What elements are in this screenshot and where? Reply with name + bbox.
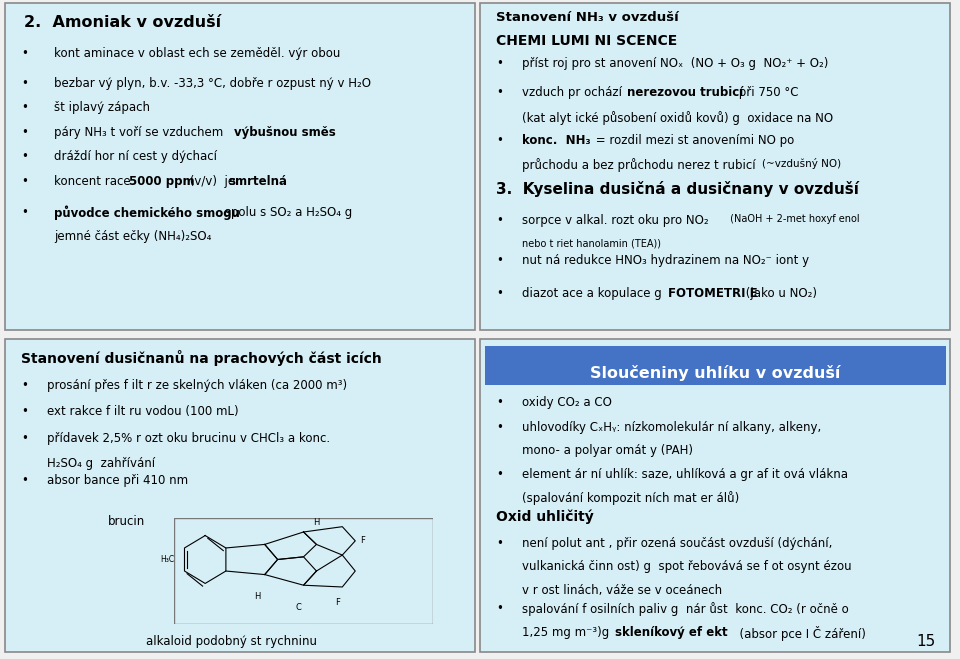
Text: •: •	[21, 101, 28, 114]
Text: H: H	[253, 592, 260, 601]
Text: : spolu s SO₂ a H₂SO₄ g: : spolu s SO₂ a H₂SO₄ g	[217, 206, 352, 219]
Text: výbušnou směs: výbušnou směs	[234, 126, 336, 138]
Text: Stanovení dusičnanů na prachových část icích: Stanovení dusičnanů na prachových část i…	[21, 351, 382, 366]
Text: •: •	[21, 126, 28, 138]
Text: 15: 15	[917, 634, 936, 649]
Text: Oxid uhličitý: Oxid uhličitý	[496, 510, 594, 525]
Text: •: •	[496, 420, 503, 434]
Text: •: •	[496, 395, 503, 409]
Text: 3.  Kyselina dusičná a dusičnany v ovzduší: 3. Kyselina dusičná a dusičnany v ovzduš…	[496, 181, 859, 197]
Text: vulkanická činn ost) g  spot řebovává se f ot osynt ézou: vulkanická činn ost) g spot řebovává se …	[522, 560, 852, 573]
Text: průchodu a bez průchodu nerez t rubicí: průchodu a bez průchodu nerez t rubicí	[522, 158, 759, 172]
Text: absor bance při 410 nm: absor bance při 410 nm	[47, 474, 188, 487]
FancyBboxPatch shape	[5, 3, 475, 330]
FancyBboxPatch shape	[5, 339, 475, 652]
Text: původce chemického smogu: původce chemického smogu	[54, 206, 240, 220]
Text: F: F	[360, 536, 366, 546]
Text: •: •	[496, 536, 503, 550]
Text: •: •	[21, 47, 28, 61]
FancyBboxPatch shape	[480, 3, 950, 330]
Text: = rozdil mezi st anoveními NO po: = rozdil mezi st anoveními NO po	[592, 134, 794, 147]
Text: •: •	[21, 378, 28, 391]
Text: brucin: brucin	[108, 515, 146, 528]
Text: (NaOH + 2-met hoxyf enol: (NaOH + 2-met hoxyf enol	[727, 214, 859, 223]
Text: mono- a polyar omát y (PAH): mono- a polyar omát y (PAH)	[522, 444, 693, 457]
Text: v r ost linách, váže se v oceánech: v r ost linách, váže se v oceánech	[522, 584, 723, 596]
Text: nut ná redukce HNO₃ hydrazinem na NO₂⁻ iont y: nut ná redukce HNO₃ hydrazinem na NO₂⁻ i…	[522, 254, 809, 268]
Text: •: •	[21, 76, 28, 90]
Text: uhlovodíky CₓHᵧ: nízkomolekulár ní alkany, alkeny,: uhlovodíky CₓHᵧ: nízkomolekulár ní alkan…	[522, 420, 822, 434]
Text: 5000 ppm: 5000 ppm	[129, 175, 194, 188]
Text: při 750 °C: při 750 °C	[735, 86, 799, 100]
Text: CHEMI LUMI NI SCENCE: CHEMI LUMI NI SCENCE	[496, 34, 678, 48]
Text: H: H	[313, 518, 320, 527]
Text: (~vzdušný NO): (~vzdušný NO)	[762, 158, 841, 169]
Text: (kat alyt ické působení oxidů kovů) g  oxidace na NO: (kat alyt ické působení oxidů kovů) g ox…	[522, 111, 833, 125]
Text: bezbar vý plyn, b.v. -33,3 °C, dobře r ozpust ný v H₂O: bezbar vý plyn, b.v. -33,3 °C, dobře r o…	[54, 76, 372, 90]
Text: ext rakce f ilt ru vodou (100 mL): ext rakce f ilt ru vodou (100 mL)	[47, 405, 239, 418]
Text: (spalování kompozit ních mat er álů): (spalování kompozit ních mat er álů)	[522, 491, 739, 505]
Text: FOTOMETRI E: FOTOMETRI E	[668, 287, 757, 300]
Text: •: •	[21, 474, 28, 487]
Text: nebo t riet hanolamin (TEA)): nebo t riet hanolamin (TEA))	[522, 238, 661, 248]
Text: jemné část ečky (NH₄)₂SO₄: jemné část ečky (NH₄)₂SO₄	[54, 230, 211, 243]
Text: kont aminace v oblast ech se zeměděl. výr obou: kont aminace v oblast ech se zeměděl. vý…	[54, 47, 341, 61]
Text: 1,25 mg m⁻³)g: 1,25 mg m⁻³)g	[522, 626, 617, 639]
Text: •: •	[496, 214, 503, 227]
Text: •: •	[21, 175, 28, 188]
Text: •: •	[21, 150, 28, 163]
Text: (v/v)  je: (v/v) je	[186, 175, 243, 188]
Text: sorpce v alkal. rozt oku pro NO₂: sorpce v alkal. rozt oku pro NO₂	[522, 214, 709, 227]
Text: přídavek 2,5% r ozt oku brucinu v CHCl₃ a konc.: přídavek 2,5% r ozt oku brucinu v CHCl₃ …	[47, 432, 330, 445]
Text: •: •	[496, 602, 503, 616]
Text: F: F	[335, 598, 340, 607]
Text: oxidy CO₂ a CO: oxidy CO₂ a CO	[522, 395, 612, 409]
Text: dráždí hor ní cest y dýchací: dráždí hor ní cest y dýchací	[54, 150, 217, 163]
Text: element ár ní uhlík: saze, uhlíková a gr af it ová vlákna: element ár ní uhlík: saze, uhlíková a gr…	[522, 468, 849, 480]
Text: příst roj pro st anovení NOₓ  (NO + O₃ g  NO₂⁺ + O₂): příst roj pro st anovení NOₓ (NO + O₃ g …	[522, 57, 828, 70]
Text: •: •	[496, 468, 503, 480]
Text: (jako u NO₂): (jako u NO₂)	[741, 287, 817, 300]
Text: •: •	[21, 405, 28, 418]
Text: koncent race: koncent race	[54, 175, 134, 188]
Text: C: C	[296, 603, 301, 612]
Text: •: •	[496, 57, 503, 70]
Text: nerezovou trubicí: nerezovou trubicí	[627, 86, 743, 100]
Text: není polut ant , přir ozená součást ovzduší (dýchání,: není polut ant , přir ozená součást ovzd…	[522, 536, 832, 550]
FancyBboxPatch shape	[480, 339, 950, 652]
Text: •: •	[21, 432, 28, 445]
Text: H₃C: H₃C	[160, 555, 174, 564]
Text: diazot ace a kopulace g: diazot ace a kopulace g	[522, 287, 669, 300]
Text: vzduch pr ochází: vzduch pr ochází	[522, 86, 626, 100]
Text: smrtelná: smrtelná	[228, 175, 287, 188]
Text: Sloučeniny uhlíku v ovzduší: Sloučeniny uhlíku v ovzduší	[590, 365, 840, 381]
FancyBboxPatch shape	[485, 345, 946, 385]
Text: Stanovení NH₃ v ovzduší: Stanovení NH₃ v ovzduší	[496, 11, 680, 24]
Text: •: •	[496, 134, 503, 147]
Text: skleníkový ef ekt: skleníkový ef ekt	[614, 626, 727, 639]
Text: prosání přes f ilt r ze skelných vláken (ca 2000 m³): prosání přes f ilt r ze skelných vláken …	[47, 378, 348, 391]
Text: •: •	[496, 254, 503, 268]
Text: spalování f osilních paliv g  nár ůst  konc. CO₂ (r očně o: spalování f osilních paliv g nár ůst kon…	[522, 602, 849, 616]
Text: alkaloid podobný st rychninu: alkaloid podobný st rychninu	[146, 635, 317, 648]
Text: 2.  Amoniak v ovzduší: 2. Amoniak v ovzduší	[24, 14, 221, 30]
Text: H₂SO₄ g  zahřívání: H₂SO₄ g zahřívání	[47, 457, 156, 470]
Text: št iplavý zápach: št iplavý zápach	[54, 101, 150, 114]
Text: •: •	[21, 206, 28, 219]
Text: •: •	[496, 287, 503, 300]
Text: (absor pce I Č záření): (absor pce I Č záření)	[732, 626, 866, 641]
Text: páry NH₃ t voří se vzduchem: páry NH₃ t voří se vzduchem	[54, 126, 228, 138]
Text: •: •	[496, 86, 503, 100]
Text: konc.  NH₃: konc. NH₃	[522, 134, 591, 147]
